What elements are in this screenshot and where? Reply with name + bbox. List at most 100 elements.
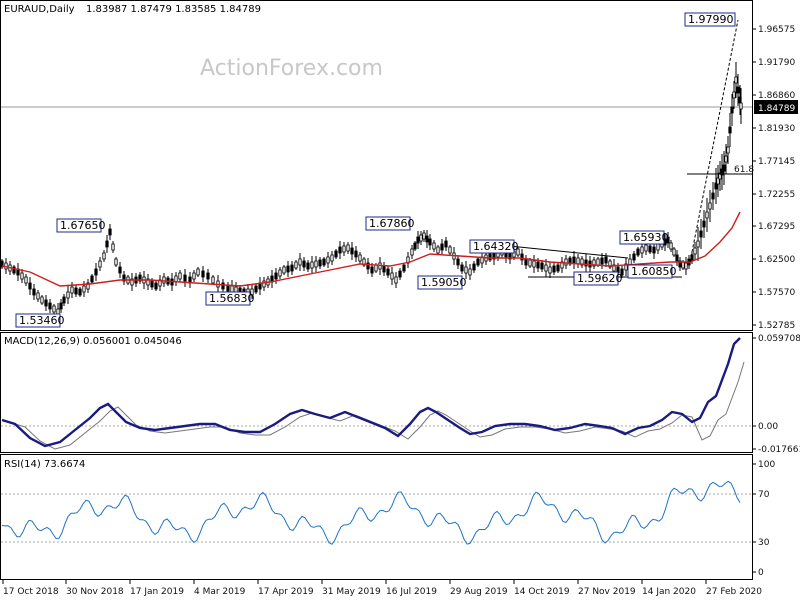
- candle-body: [722, 164, 726, 172]
- trend-lines: 61.8: [469, 19, 754, 278]
- candle-body: [0, 260, 4, 268]
- candle-body: [358, 254, 362, 262]
- candle-body: [322, 258, 326, 266]
- candle-body: [684, 262, 688, 270]
- candle-body: [600, 257, 604, 265]
- rsi-tick-label: 0: [758, 568, 764, 578]
- candle-body: [416, 236, 420, 244]
- candle-body: [62, 296, 66, 304]
- candle-body: [425, 235, 429, 243]
- price-tick-label: 1.57570: [758, 288, 795, 298]
- candle-body: [290, 264, 294, 272]
- candle-body: [440, 243, 444, 251]
- x-tick-label: 14 Oct 2019: [514, 587, 570, 597]
- price-annotation: 1.65930: [619, 230, 669, 245]
- candle-body: [556, 264, 560, 272]
- macd-axis: 0.059708 0.00 -0.017661: [752, 334, 800, 455]
- candle-body: [192, 272, 196, 280]
- candle-body: [730, 106, 734, 114]
- candle-body: [221, 282, 225, 290]
- x-tick-label: 17 Jan 2019: [130, 587, 184, 597]
- candle-body: [32, 288, 36, 296]
- candle-body: [114, 258, 118, 266]
- rsi-panel-frame: [0, 454, 753, 580]
- price-tick-label: 1.72255: [758, 190, 795, 200]
- candle-body: [548, 266, 552, 274]
- candle-body: [386, 268, 390, 276]
- svg-text:1.56830: 1.56830: [209, 292, 255, 305]
- candle-body: [678, 260, 682, 268]
- candle-body: [274, 272, 278, 280]
- candle-body: [282, 266, 286, 274]
- candle-body: [196, 268, 200, 276]
- price-tick-label: 1.96575: [758, 25, 795, 35]
- candle-body: [94, 268, 98, 276]
- moving-average-line: [1, 211, 741, 287]
- candle-body: [178, 272, 182, 280]
- candle-body: [354, 250, 358, 258]
- candle-body: [419, 234, 423, 242]
- candle-body: [669, 242, 673, 250]
- price-annotation: 1.59050: [417, 275, 467, 290]
- candle-body: [78, 288, 82, 296]
- candle-body: [108, 228, 112, 236]
- macd-title: MACD(12,26,9) 0.056001 0.045046: [4, 336, 182, 347]
- candle-body: [728, 126, 732, 134]
- candle-body: [681, 261, 685, 269]
- rsi-axis: 100 70 30 0: [752, 460, 775, 578]
- fib-label: 61.8: [734, 165, 754, 175]
- rsi-tick-label: 70: [758, 490, 770, 500]
- x-tick-label: 16 Jul 2019: [386, 587, 437, 597]
- candle-body: [302, 260, 306, 268]
- candle-body: [370, 266, 374, 274]
- candle-body: [580, 258, 584, 266]
- candle-body: [201, 270, 205, 278]
- price-tick-label: 1.81930: [758, 124, 795, 134]
- candle-body: [739, 102, 743, 110]
- rsi-tick-label: 30: [758, 538, 770, 548]
- current-price-label: 1.84789: [758, 104, 795, 114]
- candle-body: [708, 202, 712, 210]
- candle-body: [402, 264, 406, 272]
- candle-body: [476, 258, 480, 266]
- candle-body: [632, 253, 636, 261]
- candle-body: [334, 250, 338, 258]
- candle-body: [298, 258, 302, 266]
- candle-body: [576, 257, 580, 265]
- candle-body: [111, 243, 115, 251]
- candle-body: [59, 302, 63, 310]
- candle-body: [254, 285, 258, 293]
- candle-body: [390, 272, 394, 280]
- candle-body: [734, 76, 738, 84]
- candle-body: [306, 262, 310, 270]
- svg-text:1.60850: 1.60850: [631, 265, 677, 278]
- candle-body: [82, 285, 86, 293]
- candle-body: [732, 91, 736, 99]
- x-axis: 17 Oct 2018 30 Nov 2018 17 Jan 2019 4 Mar 2…: [2, 580, 762, 597]
- price-axis: 1.52785 1.57570 1.62500 1.67295 1.72255 1.771…: [752, 25, 795, 331]
- candle-body: [520, 253, 524, 261]
- candle-body: [468, 268, 472, 276]
- price-tick-label: 1.62500: [758, 255, 795, 265]
- projection-line: [689, 19, 739, 263]
- candle-body: [154, 282, 158, 290]
- candle-body: [362, 258, 366, 266]
- price-panel-frame: [0, 0, 753, 331]
- candle-body: [726, 146, 730, 154]
- candle-body: [314, 260, 318, 268]
- macd-line: [1, 337, 741, 448]
- candle-body: [262, 280, 266, 288]
- candle-body: [705, 211, 709, 219]
- price-annotations: 1.53460 1.67650 1.56830 1.67860 1.59050 1.643…: [15, 12, 736, 328]
- candle-body: [516, 248, 520, 256]
- x-tick-label: 14 Jan 2020: [642, 587, 696, 597]
- candle-body: [162, 276, 166, 284]
- candle-body: [40, 296, 44, 304]
- rsi-line: [1, 480, 741, 545]
- x-tick-label: 27 Feb 2020: [706, 587, 762, 597]
- candle-body: [350, 247, 354, 255]
- candle-body: [536, 261, 540, 269]
- candle-body: [448, 246, 452, 254]
- candle-body: [150, 280, 154, 288]
- candle-body: [724, 155, 728, 163]
